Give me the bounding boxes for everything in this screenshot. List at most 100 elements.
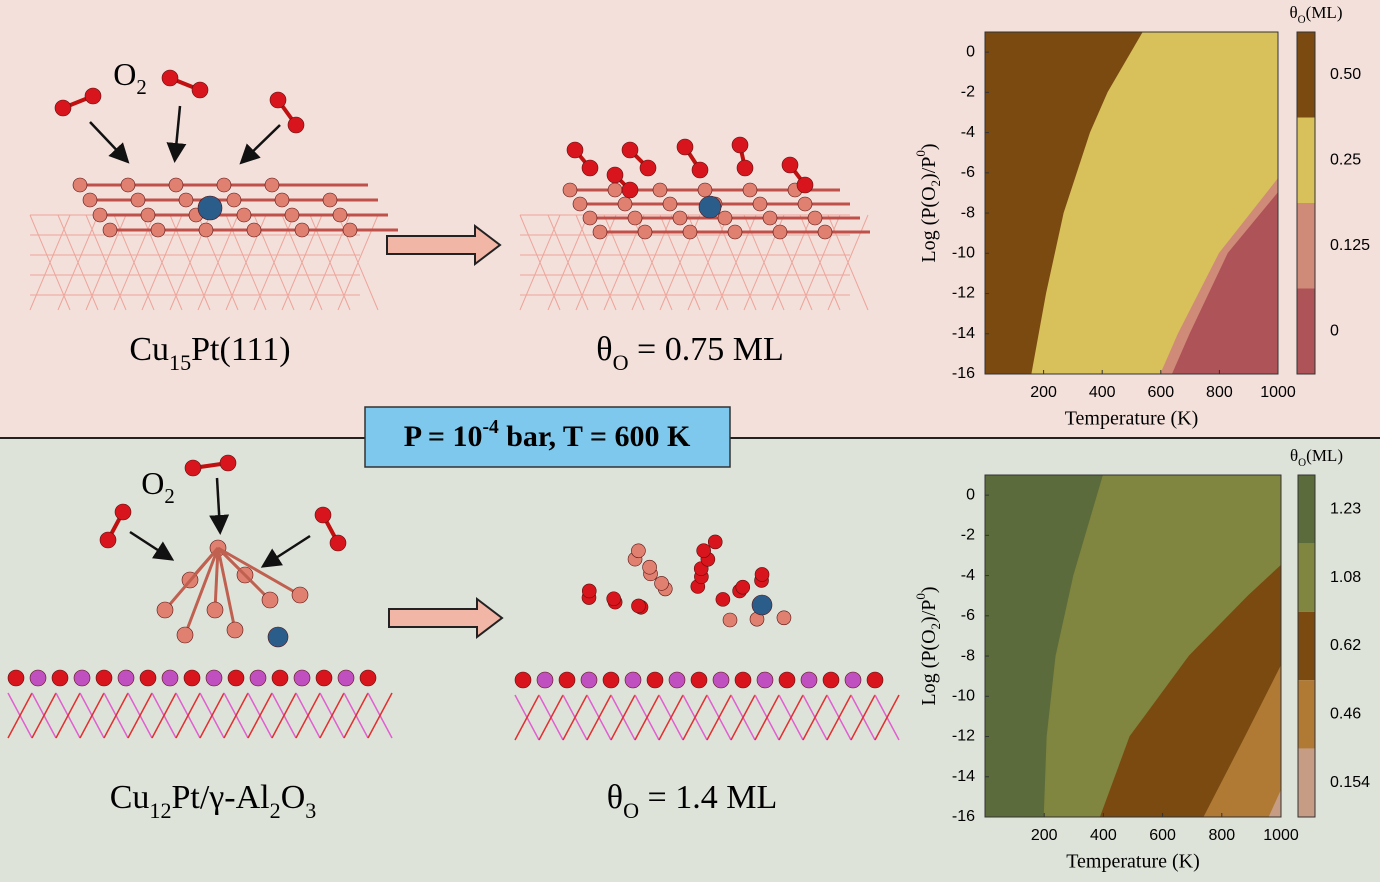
colorbar-segment [1298, 543, 1315, 612]
boundary [1203, 665, 1282, 818]
bond [217, 546, 301, 597]
colorbar-segment [1298, 748, 1315, 817]
x-tick-label: 400 [1090, 827, 1117, 844]
atom [654, 576, 669, 591]
text-part: O [1298, 457, 1306, 469]
atom [722, 612, 738, 628]
atom [642, 559, 657, 575]
bond [151, 692, 177, 739]
atom [581, 583, 597, 599]
y-tick-label: -16 [952, 365, 975, 382]
atom [198, 222, 214, 238]
bond [57, 214, 99, 311]
atom [236, 207, 252, 223]
text-part: 2 [164, 485, 174, 508]
x-tick-label: 600 [1147, 384, 1174, 401]
bond [586, 694, 612, 741]
atom [844, 671, 862, 689]
y-tick-label: -12 [952, 728, 975, 745]
boundary [1099, 565, 1282, 818]
atom [261, 591, 279, 609]
colorbar-frame [1296, 31, 1316, 375]
region [1204, 666, 1281, 817]
bond [610, 694, 636, 741]
y-tick-label: -14 [952, 325, 975, 342]
atom [274, 192, 290, 208]
atom [130, 192, 146, 208]
atom [652, 182, 668, 198]
text-part: 0 [913, 150, 928, 157]
final-label: θO = 0.75 ML [596, 331, 783, 375]
y-tick-label: -8 [961, 647, 975, 664]
bond [778, 694, 804, 741]
bond [367, 692, 393, 739]
text-part: 2 [136, 76, 146, 99]
atom [226, 621, 244, 639]
atom [707, 534, 723, 550]
text-part: 12 [149, 798, 171, 823]
region [1172, 192, 1278, 374]
atom [727, 224, 743, 240]
atom [294, 222, 310, 238]
x-tick-label: 200 [1030, 384, 1057, 401]
bond [175, 692, 201, 739]
initial-label: Cu15Pt(111) [129, 331, 290, 375]
molecule-label: O2 [113, 56, 147, 99]
atom [627, 210, 643, 226]
atom [762, 210, 778, 226]
atom [772, 224, 788, 240]
y-tick-label: -10 [952, 245, 975, 262]
colorbar-segment [1297, 203, 1315, 289]
atom [51, 669, 69, 687]
atom [269, 91, 287, 109]
atom [102, 222, 118, 238]
colorbar-label: 0 [1330, 322, 1339, 339]
atom [114, 503, 132, 521]
atom [29, 669, 47, 687]
atom [7, 669, 25, 687]
atom [572, 196, 588, 212]
atom [797, 196, 813, 212]
x-tick-label: 200 [1031, 827, 1058, 844]
atom [756, 671, 774, 689]
atom [796, 176, 814, 194]
atom [817, 224, 833, 240]
atom [662, 196, 678, 212]
x-tick-label: 400 [1089, 384, 1116, 401]
atom [219, 454, 237, 472]
bond [247, 692, 273, 739]
plot-frame [984, 31, 1279, 375]
bond [754, 694, 780, 741]
text-part: ) [918, 143, 940, 150]
atom [315, 669, 333, 687]
y-tick-label: -16 [952, 808, 975, 825]
text-part: P = 10 [404, 420, 483, 453]
text-part: 0 [913, 593, 928, 600]
atom [866, 671, 884, 689]
atom [359, 669, 377, 687]
atom [822, 671, 840, 689]
atom [621, 181, 639, 199]
bond [658, 694, 684, 741]
y-tick-label: -12 [952, 285, 975, 302]
atom [562, 182, 578, 198]
reaction-arrow [388, 596, 504, 640]
text-part: 15 [169, 350, 191, 375]
x-axis-label: Temperature (K) [1065, 408, 1199, 430]
y-tick-label: -14 [952, 768, 975, 785]
atom [731, 136, 749, 154]
atom [332, 207, 348, 223]
text-part: O [613, 350, 629, 375]
bond [127, 692, 153, 739]
atom [150, 222, 166, 238]
atom [800, 671, 818, 689]
bond [31, 692, 57, 739]
atom [617, 196, 633, 212]
atom [322, 192, 338, 208]
y-tick-label: -10 [952, 688, 975, 705]
atom [566, 141, 584, 159]
x-tick-label: 800 [1208, 827, 1235, 844]
y-tick-label: -2 [961, 527, 975, 544]
atom [736, 159, 754, 177]
atom [606, 591, 622, 607]
